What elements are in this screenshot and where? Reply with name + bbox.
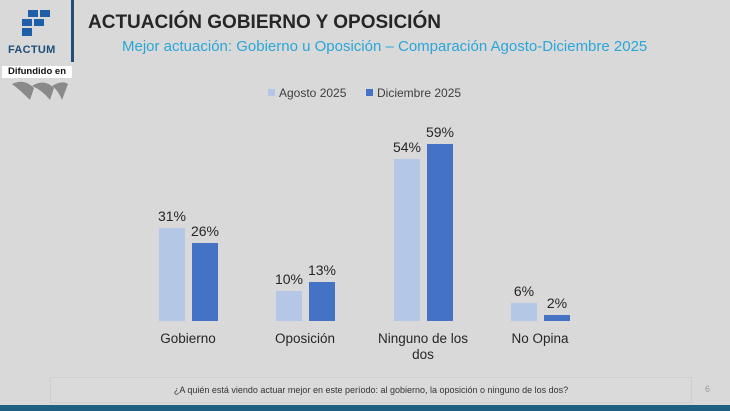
data-label: 59% bbox=[426, 124, 454, 140]
legend-swatch bbox=[366, 89, 373, 96]
survey-question: ¿A quién está viendo actuar mejor en est… bbox=[50, 377, 692, 403]
factum-logo-text: FACTUM bbox=[8, 44, 56, 56]
data-label: 13% bbox=[308, 262, 336, 278]
data-label: 26% bbox=[191, 223, 219, 239]
bar bbox=[159, 228, 185, 321]
category-label: Gobierno bbox=[160, 331, 216, 346]
chart-title: Mejor actuación: Gobierno u Oposición – … bbox=[122, 38, 648, 55]
data-label: 6% bbox=[514, 283, 534, 299]
header-divider bbox=[71, 0, 74, 62]
bar bbox=[394, 159, 420, 321]
category-label: dos bbox=[412, 347, 434, 362]
bar-chart: Agosto 2025 Diciembre 2025 31% 26% Gobierno 1… bbox=[158, 86, 570, 362]
bar bbox=[192, 243, 218, 321]
factum-logo-icon bbox=[22, 10, 50, 36]
data-label: 10% bbox=[275, 271, 303, 287]
data-label: 54% bbox=[393, 139, 421, 155]
legend-label: Agosto 2025 bbox=[279, 86, 347, 100]
bar bbox=[309, 282, 335, 321]
data-label: 2% bbox=[547, 295, 567, 311]
legend-swatch bbox=[268, 89, 275, 96]
broadcast-badge: Difundido en bbox=[2, 66, 72, 78]
bar bbox=[511, 303, 537, 321]
page-title: ACTUACIÓN GOBIERNO Y OPOSICIÓN bbox=[88, 12, 441, 33]
media-logo-icon bbox=[12, 81, 68, 100]
page-number: 6 bbox=[705, 384, 711, 394]
bar bbox=[544, 315, 570, 321]
category-label: Oposición bbox=[275, 331, 335, 346]
category-label: Ninguno de los bbox=[378, 331, 468, 346]
bar bbox=[276, 291, 302, 321]
category-label: No Opina bbox=[511, 331, 569, 346]
legend-label: Diciembre 2025 bbox=[377, 86, 461, 100]
bottom-bar bbox=[0, 405, 730, 411]
bar bbox=[427, 144, 453, 321]
data-label: 31% bbox=[158, 208, 186, 224]
